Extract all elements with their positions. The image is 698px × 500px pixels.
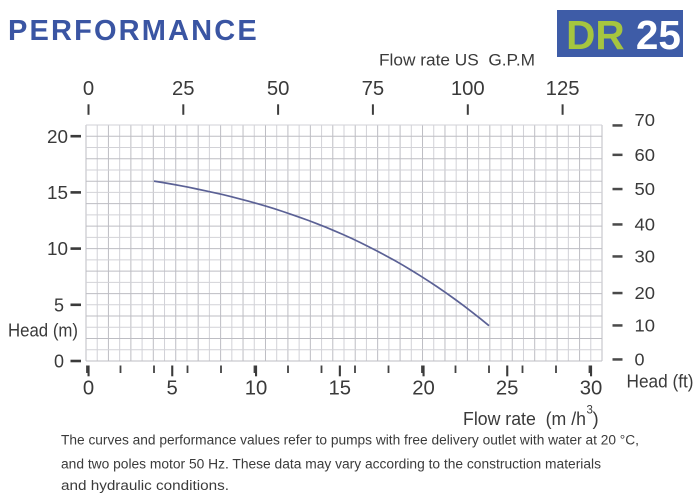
svg-text:30: 30 — [580, 378, 603, 400]
svg-text:25: 25 — [172, 78, 195, 100]
svg-text:The curves and performance val: The curves and performance values refer … — [61, 433, 639, 449]
svg-text:10: 10 — [245, 378, 268, 400]
svg-text:Head (m): Head (m) — [8, 320, 78, 341]
svg-text:30: 30 — [635, 247, 656, 267]
svg-text:Flow rate (m /h: Flow rate (m /h — [463, 408, 586, 429]
svg-text:20: 20 — [47, 127, 68, 147]
svg-text:70: 70 — [635, 110, 656, 130]
svg-text:0: 0 — [83, 378, 94, 400]
svg-text:0: 0 — [635, 350, 645, 370]
svg-text:3: 3 — [587, 405, 593, 417]
svg-text:0: 0 — [83, 78, 94, 100]
svg-text:5: 5 — [54, 295, 64, 315]
svg-text:Flow rate US G.P.M: Flow rate US G.P.M — [379, 50, 535, 69]
svg-text:0: 0 — [54, 352, 64, 372]
svg-text:10: 10 — [635, 316, 656, 336]
svg-text:25: 25 — [496, 378, 519, 400]
svg-text:Head (ft): Head (ft) — [627, 371, 694, 392]
svg-text:20: 20 — [412, 378, 435, 400]
svg-text:50: 50 — [635, 179, 656, 199]
svg-text:and hydraulic conditions.: and hydraulic conditions. — [61, 478, 229, 494]
svg-text:125: 125 — [546, 78, 580, 100]
svg-text:50: 50 — [267, 78, 290, 100]
svg-text:15: 15 — [47, 183, 68, 203]
svg-text:and two poles motor 50 Hz. The: and two poles motor 50 Hz. These data ma… — [61, 456, 601, 472]
svg-text:10: 10 — [47, 239, 68, 259]
svg-text:40: 40 — [635, 215, 656, 235]
svg-text:5: 5 — [167, 378, 178, 400]
svg-text:75: 75 — [362, 78, 385, 100]
svg-text:20: 20 — [635, 283, 656, 303]
svg-text:60: 60 — [635, 145, 656, 165]
svg-text:): ) — [593, 408, 599, 429]
svg-text:100: 100 — [451, 78, 485, 100]
svg-text:15: 15 — [329, 378, 352, 400]
